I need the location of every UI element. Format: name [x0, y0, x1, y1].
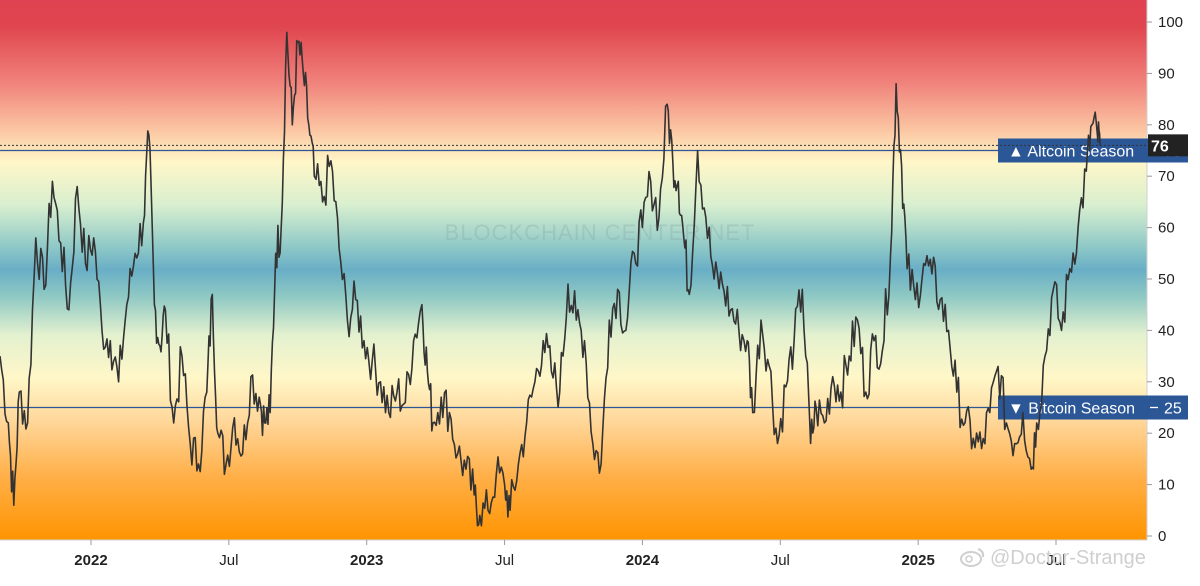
- plot-background: [0, 0, 1147, 540]
- y-tick-label: 0: [1158, 528, 1166, 545]
- y-tick-label: 100: [1158, 14, 1183, 31]
- y-tick-label: 40: [1158, 322, 1175, 339]
- y-tick-label: 30: [1158, 374, 1175, 391]
- y-axis: 0 10 20 30 40 50 60 70 80 90 100: [1147, 14, 1183, 545]
- current-value-marker: 76: [0, 134, 1188, 157]
- x-tick-label: Jul: [495, 552, 514, 569]
- x-tick-label: 2024: [626, 552, 660, 569]
- x-tick-label: 2025: [901, 552, 934, 569]
- y-tick-label: 90: [1158, 65, 1175, 82]
- current-value-label: 76: [1151, 138, 1169, 155]
- credit-watermark: @Doctor-Strange: [960, 547, 1146, 569]
- credit-text: @Doctor-Strange: [990, 547, 1146, 569]
- x-tick-label: Jul: [1046, 552, 1065, 569]
- watermark: BLOCKCHAIN CENTER.NET: [445, 220, 756, 245]
- threshold-label: ▼ Bitcoin Season: [1008, 401, 1135, 418]
- weibo-icon: [960, 548, 985, 567]
- y-tick-label: 10: [1158, 477, 1175, 494]
- x-axis: 2022 Jul 2023 Jul 2024 Jul 2025 Jul: [74, 540, 1066, 569]
- x-tick-label: 2023: [350, 552, 383, 569]
- y-tick-label: 50: [1158, 271, 1175, 288]
- y-tick-label: 60: [1158, 220, 1175, 237]
- y-tick-label: 70: [1158, 168, 1175, 185]
- series-line: [0, 31, 1101, 527]
- x-tick-label: Jul: [771, 552, 790, 569]
- threshold-label: ▲ Altcoin Season: [1008, 144, 1134, 161]
- y-tick-label: 20: [1158, 425, 1175, 442]
- current-value-box: [1148, 134, 1188, 157]
- y-tick-label: 80: [1158, 117, 1175, 134]
- x-tick-label: 2022: [74, 552, 107, 569]
- threshold-value: 25: [1164, 401, 1182, 418]
- x-tick-label: Jul: [219, 552, 238, 569]
